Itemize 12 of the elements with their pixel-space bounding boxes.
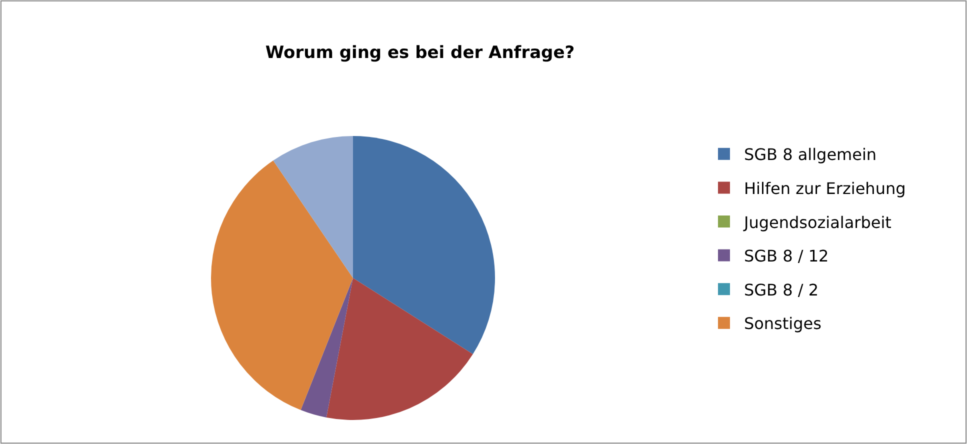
legend-label: SGB 8 / 2 bbox=[744, 280, 819, 300]
pie-slice bbox=[326, 278, 473, 420]
legend-label: SGB 8 / 12 bbox=[744, 246, 829, 266]
legend-label: Hilfen zur Erziehung bbox=[744, 178, 906, 198]
pie-slice bbox=[273, 136, 353, 278]
chart-title: Worum ging es bei der Anfrage? bbox=[265, 42, 575, 63]
pie-slice bbox=[211, 160, 353, 410]
pie-slice bbox=[300, 278, 353, 418]
legend-label: Sonstiges bbox=[744, 314, 822, 334]
pie-slice bbox=[353, 136, 495, 354]
legend-label: SGB 8 allgemein bbox=[744, 145, 877, 164]
legend-label: Jugendsozialarbeit bbox=[742, 212, 892, 232]
